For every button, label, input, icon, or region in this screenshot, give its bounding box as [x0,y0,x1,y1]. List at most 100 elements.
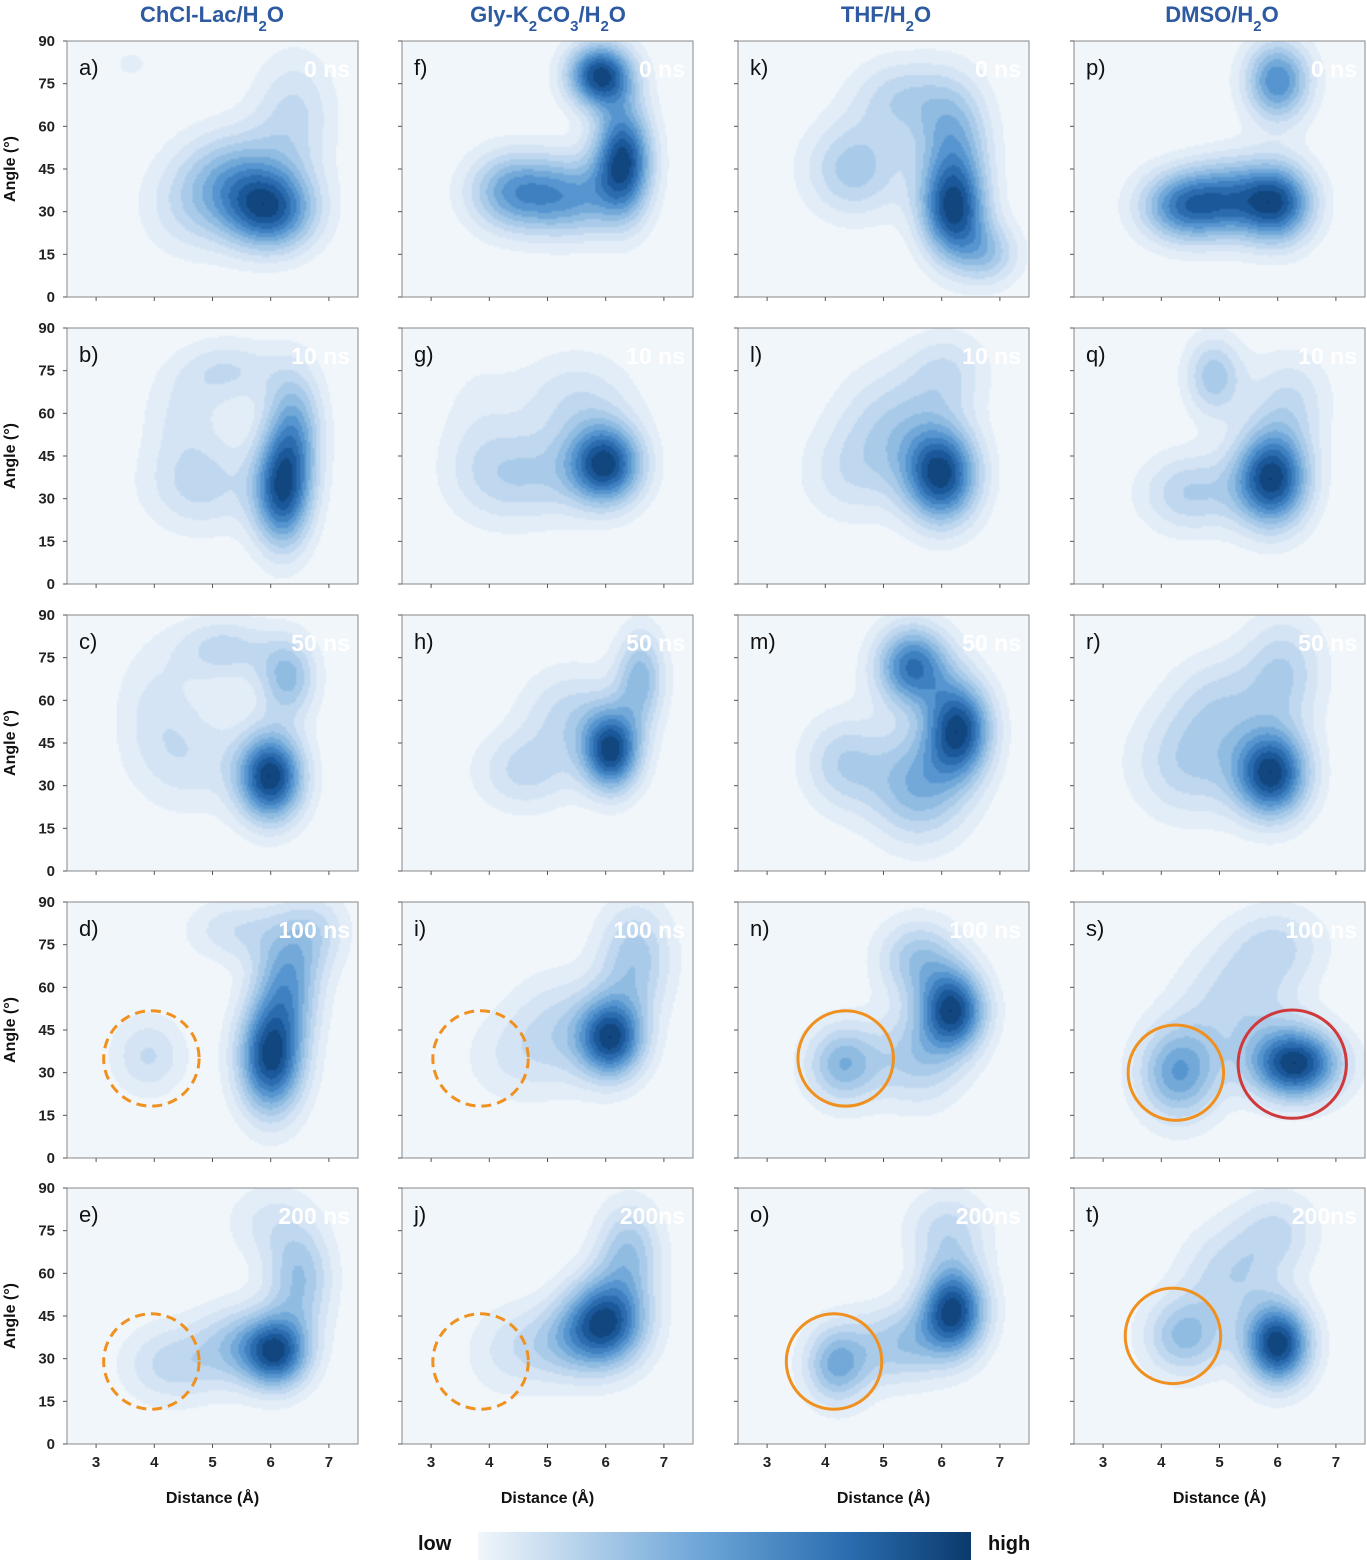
time-label: 100 ns [278,917,350,943]
panel-label: e) [79,1202,99,1227]
y-tick-label: 60 [38,979,55,996]
y-tick-label: 90 [38,1180,55,1197]
highlight-circle [102,1009,201,1108]
y-tick-label: 0 [47,863,55,880]
x-tick-label: 5 [879,1454,887,1471]
x-tick-label: 7 [660,1454,668,1471]
y-tick-label: 0 [47,576,55,593]
x-tick-label: 5 [543,1454,551,1471]
y-axis-label: Angle (°) [2,1283,19,1349]
time-label: 10 ns [626,343,685,369]
panel-k: k) 0 ns [734,40,1030,301]
colorbar: low high [418,1532,1030,1560]
time-label: 50 ns [291,630,350,656]
panel-q: q) 10 ns [1070,327,1366,588]
highlight-circle [102,1312,201,1411]
panel-n: n) 100 ns [734,901,1030,1162]
panel-label: t) [1086,1202,1099,1227]
colorbar-gradient [478,1532,971,1560]
panel-label: m) [750,629,776,654]
y-tick-label: 60 [38,405,55,422]
y-tick-label: 75 [38,1223,55,1240]
y-tick-label: 45 [38,1308,55,1325]
panel-m: m) 50 ns [734,614,1030,875]
panel-label: l) [750,342,762,367]
y-tick-label: 75 [38,76,55,93]
panel-d: 0 15 30 45 60 75 90 Angle (°) d) 100 ns [2,894,359,1167]
density-map [1074,615,1365,871]
x-tick-label: 3 [92,1454,100,1471]
panel-label: n) [750,916,770,941]
panel-p: p) 0 ns [1070,40,1366,301]
panel-label: q) [1086,342,1106,367]
panel-h: h) 50 ns [398,614,694,875]
time-label: 100 ns [1285,917,1357,943]
y-tick-label: 30 [38,778,55,795]
panel-j: 3 4 5 6 7 Distance (Å) j) 200ns [398,1187,694,1507]
panel-label: f) [414,55,427,80]
panel-l: l) 10 ns [734,327,1030,588]
y-tick-label: 45 [38,161,55,178]
panel-label: o) [750,1202,770,1227]
y-tick-label: 30 [38,204,55,221]
time-label: 200ns [620,1203,685,1229]
y-tick-label: 75 [38,650,55,667]
density-map [738,328,1029,584]
highlight-circle [796,1009,895,1108]
y-axis-label: Angle (°) [2,997,19,1063]
time-label: 100 ns [613,917,685,943]
panel-f: f) 0 ns [398,40,694,301]
density-map [1074,1188,1365,1444]
time-label: 50 ns [1298,630,1357,656]
density-map [67,615,358,871]
density-map [738,41,1029,297]
panel-t: 3 4 5 6 7 Distance (Å) t) 200ns [1070,1187,1366,1507]
highlight-circle [1123,1286,1223,1386]
y-tick-label: 15 [38,246,55,263]
y-tick-label: 15 [38,1107,55,1124]
panel-i: i) 100 ns [398,901,694,1162]
y-tick-label: 45 [38,1022,55,1039]
density-map [67,41,358,297]
density-map [402,902,693,1158]
time-label: 10 ns [291,343,350,369]
column-title-3: THF/H2O [841,2,931,35]
density-map [1074,328,1365,584]
time-label: 50 ns [962,630,1021,656]
density-map [402,615,693,871]
y-tick-label: 15 [38,820,55,837]
panel-a: 0 15 30 45 60 75 90 Angle (°) a) 0 ns [2,33,359,306]
time-label: 0 ns [639,56,685,82]
y-axis-label: Angle (°) [2,423,19,489]
time-label: 50 ns [626,630,685,656]
x-tick-label: 3 [1099,1454,1107,1471]
y-tick-label: 30 [38,1351,55,1368]
panel-c: 0 15 30 45 60 75 90 Angle (°) c) 50 ns [2,607,359,880]
panel-label: g) [414,342,434,367]
panel-label: i) [414,916,426,941]
y-tick-label: 15 [38,1393,55,1410]
panel-b: 0 15 30 45 60 75 90 Angle (°) b) 10 ns [2,320,359,593]
x-tick-label: 4 [1157,1454,1166,1471]
colorbar-high-label: high [988,1533,1030,1555]
y-tick-label: 75 [38,363,55,380]
panel-label: b) [79,342,99,367]
x-tick-label: 5 [208,1454,216,1471]
x-tick-label: 7 [325,1454,333,1471]
panel-g: g) 10 ns [398,327,694,588]
time-label: 0 ns [975,56,1021,82]
density-map [1074,41,1365,297]
panel-label: c) [79,629,97,654]
time-label: 0 ns [304,56,350,82]
y-tick-label: 90 [38,894,55,911]
highlight-circle [431,1312,530,1411]
y-axis-label: Angle (°) [2,136,19,202]
colorbar-low-label: low [418,1533,452,1555]
x-axis-label: Distance (Å) [166,1488,259,1507]
panel-label: h) [414,629,434,654]
density-map [738,615,1029,871]
y-tick-label: 90 [38,607,55,624]
panel-label: k) [750,55,768,80]
